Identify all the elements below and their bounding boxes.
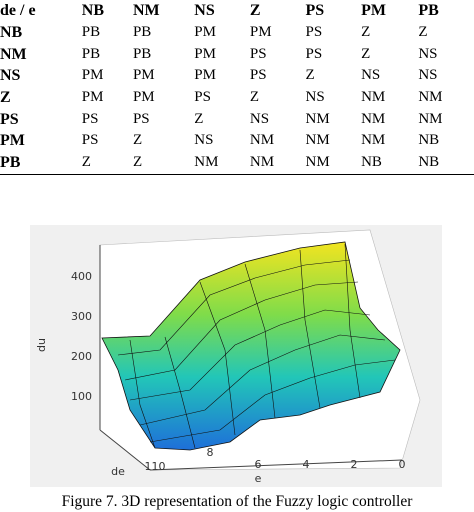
de-tick-label: 110 xyxy=(145,460,166,473)
cell: NS xyxy=(0,67,21,85)
cell: NM xyxy=(0,45,27,63)
header-cell: de / e xyxy=(0,2,36,20)
cell: PM xyxy=(81,67,104,84)
header-cell: NS xyxy=(194,2,215,20)
header-cell: PB xyxy=(418,2,439,20)
figure-caption: Figure 7. 3D representation of the Fuzzy… xyxy=(61,493,413,510)
cell: PB xyxy=(0,151,82,175)
e-tick-label: 0 xyxy=(399,458,406,471)
de-axis xyxy=(99,429,151,471)
header-cell: PS xyxy=(305,2,325,20)
cell: NM xyxy=(249,132,275,149)
e-tick-label: 8 xyxy=(207,446,214,459)
surface-figure: du 400 300 200 100 de 110 e 8 6 4 2 0 xyxy=(30,225,442,487)
cell: NS xyxy=(361,67,381,84)
e-axis xyxy=(149,459,403,471)
cell: Z xyxy=(132,132,143,149)
cell: PM xyxy=(132,67,155,84)
cell: PB xyxy=(81,24,101,41)
cell: Z xyxy=(418,24,428,41)
table-row: PM PS Z NS NM NM NM NB xyxy=(0,130,474,152)
cell: PM xyxy=(0,132,25,150)
cell: NS xyxy=(194,132,214,149)
header-cell: NM xyxy=(132,2,160,20)
cell: Z xyxy=(81,151,133,175)
z-tick-label: 200 xyxy=(71,350,92,363)
cell: PM xyxy=(194,45,216,62)
cell: PM xyxy=(81,89,104,106)
table-row: PS PS PS Z NS NM NM NM xyxy=(0,108,474,130)
z-axis-label: du xyxy=(35,338,48,352)
cell: Z xyxy=(0,89,11,107)
cell: NB xyxy=(418,151,474,175)
cell: NM xyxy=(194,151,250,175)
e-tick-label: 4 xyxy=(303,458,310,471)
cell: NB xyxy=(418,132,440,149)
cell: NS xyxy=(418,45,438,62)
table-row: NB PB PB PM PM PS Z Z xyxy=(0,22,474,44)
cell: PS xyxy=(305,45,323,62)
table-row: NS PM PM PM PS Z NS NS xyxy=(0,65,474,87)
cell: NM xyxy=(305,110,330,127)
cell: NS xyxy=(418,67,438,84)
cell: PM xyxy=(132,89,155,106)
cell: Z xyxy=(361,45,371,62)
surface-mesh xyxy=(117,243,396,449)
z-tick-label: 300 xyxy=(71,310,92,323)
cell: PS xyxy=(305,24,323,41)
header-cell: Z xyxy=(249,2,261,20)
header-cell: PM xyxy=(361,2,386,20)
cell: PB xyxy=(132,24,152,41)
cell: NS xyxy=(305,89,325,106)
de-axis-label: de xyxy=(111,465,125,478)
cell: Z xyxy=(132,151,195,175)
cell: NB xyxy=(0,24,23,42)
e-tick-label: 2 xyxy=(351,458,358,471)
cell: NM xyxy=(249,151,306,175)
e-tick-label: 6 xyxy=(255,458,262,471)
cell: PM xyxy=(249,24,272,41)
cell: PS xyxy=(0,110,19,128)
cell: NB xyxy=(361,151,419,175)
cell: PS xyxy=(249,67,267,84)
cell: Z xyxy=(249,89,260,106)
cell: NM xyxy=(361,132,386,149)
cell: NM xyxy=(418,89,443,106)
z-tick-label: 100 xyxy=(71,390,92,403)
z-tick-label: 400 xyxy=(71,270,92,283)
cell: Z xyxy=(305,67,315,84)
cell: Z xyxy=(361,24,371,41)
cell: PS xyxy=(81,132,99,149)
cell: PS xyxy=(132,110,150,127)
table-row: NM PB PB PM PS PS Z NS xyxy=(0,43,474,65)
cell: PB xyxy=(81,45,101,62)
cell: PB xyxy=(132,45,152,62)
table-row: de / e NB NM NS Z PS PM PB xyxy=(0,0,474,22)
cell: NM xyxy=(305,151,362,175)
cell: NS xyxy=(249,110,270,127)
cell: NM xyxy=(361,110,386,127)
cell: NM xyxy=(305,132,330,149)
table-row: Z PM PM PS Z NS NM NM xyxy=(0,87,474,109)
cell: NM xyxy=(361,89,386,106)
cell: PM xyxy=(194,67,216,84)
rule-table: de / e NB NM NS Z PS PM PB NB PB PB PM PM PS Z Z NM PB PB P… xyxy=(0,0,474,175)
cell: PS xyxy=(194,89,211,106)
cell: PS xyxy=(81,110,99,127)
e-axis-label: e xyxy=(255,472,262,485)
cell: Z xyxy=(194,110,204,127)
table-row: PB Z Z NM NM NM NB NB xyxy=(0,151,474,175)
cell: PM xyxy=(194,24,216,41)
cell: PS xyxy=(249,45,267,62)
header-cell: NB xyxy=(81,2,105,20)
cell: NM xyxy=(418,110,443,127)
